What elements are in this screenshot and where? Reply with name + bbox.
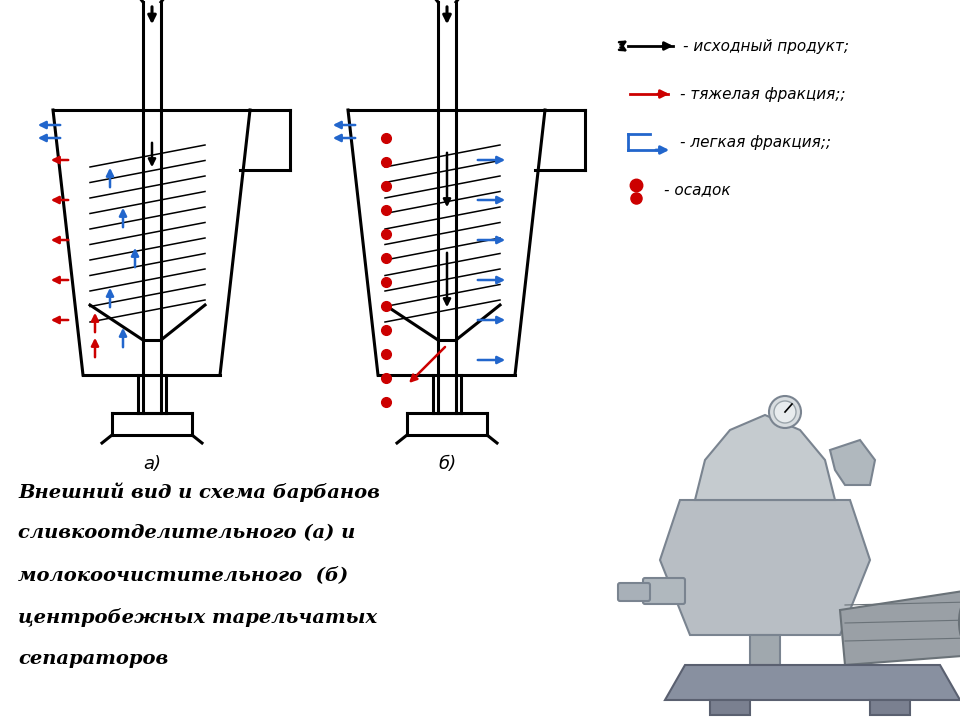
FancyBboxPatch shape: [870, 700, 910, 715]
Polygon shape: [840, 590, 960, 665]
Text: б): б): [438, 455, 456, 473]
Polygon shape: [665, 665, 960, 700]
FancyBboxPatch shape: [643, 578, 685, 604]
Text: - легкая фракция;;: - легкая фракция;;: [680, 135, 831, 150]
Text: - осадок: - осадок: [664, 182, 731, 197]
Polygon shape: [830, 440, 875, 485]
Text: - исходный продукт;: - исходный продукт;: [683, 38, 849, 53]
Text: сливкоотделительного (а) и: сливкоотделительного (а) и: [18, 524, 355, 542]
FancyBboxPatch shape: [618, 583, 650, 601]
Text: Внешний вид и схема барбанов: Внешний вид и схема барбанов: [18, 482, 380, 502]
FancyBboxPatch shape: [750, 635, 780, 665]
Ellipse shape: [769, 396, 801, 428]
Polygon shape: [695, 415, 835, 500]
Text: центробежных тарельчатых: центробежных тарельчатых: [18, 608, 377, 627]
Text: - тяжелая фракция;;: - тяжелая фракция;;: [680, 86, 846, 102]
Polygon shape: [660, 500, 870, 635]
Text: молокоочистительного  (б): молокоочистительного (б): [18, 566, 348, 584]
Ellipse shape: [774, 401, 796, 423]
FancyBboxPatch shape: [710, 700, 750, 715]
Text: а): а): [143, 455, 161, 473]
Ellipse shape: [959, 597, 960, 647]
Text: сепараторов: сепараторов: [18, 650, 168, 668]
